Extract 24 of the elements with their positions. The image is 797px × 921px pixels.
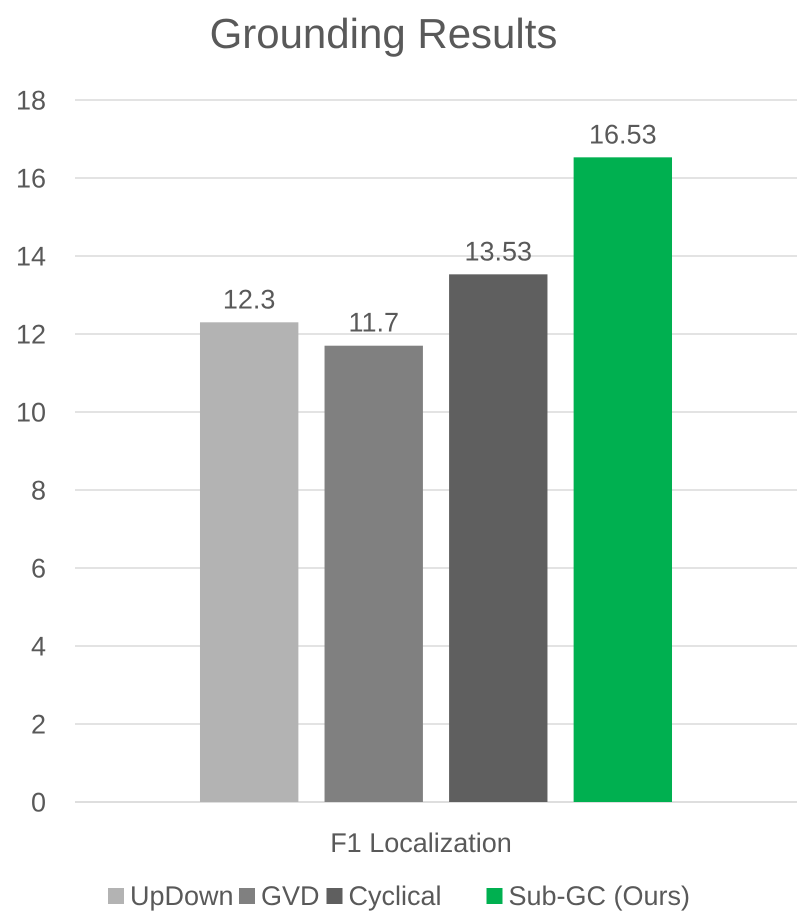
bar [324, 346, 423, 802]
legend-label: GVD [261, 881, 320, 911]
y-tick-label: 14 [16, 241, 46, 272]
data-label: 13.53 [464, 236, 532, 266]
y-tick-label: 16 [16, 163, 46, 194]
data-label: 12.3 [222, 284, 276, 314]
legend-label: Sub-GC (Ours) [508, 881, 690, 911]
data-label: 11.7 [348, 308, 399, 338]
y-tick-label: 18 [16, 85, 46, 116]
x-tick-label: F1 Localization [330, 828, 512, 858]
data-label: 16.53 [589, 119, 657, 150]
bar [200, 322, 298, 802]
y-tick-label: 6 [30, 553, 46, 584]
y-tick-label: 0 [30, 787, 46, 818]
legend-label: Cyclical [348, 881, 442, 911]
y-tick-label: 4 [30, 631, 46, 662]
y-tick-label: 10 [16, 397, 46, 428]
chart-title: Grounding Results [210, 10, 558, 57]
y-tick-label: 12 [16, 319, 46, 350]
y-tick-label: 8 [30, 475, 46, 506]
bar [449, 274, 548, 802]
bar [574, 157, 672, 802]
y-tick-label: 2 [30, 709, 46, 740]
legend-label: UpDown [130, 881, 234, 911]
